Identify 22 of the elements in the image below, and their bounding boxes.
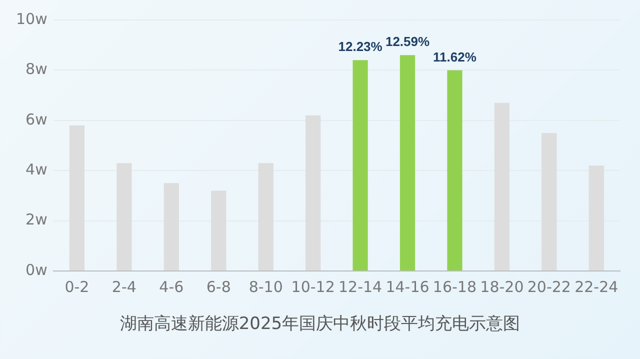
x-tick-label: 6-8 [206,278,231,296]
x-tick-label: 4-6 [159,278,184,296]
text: 湖南高速新能源2025年国庆中秋时段平均充电示意图 [118,313,522,335]
y-tick-label: 4w [26,160,48,178]
x-tick-label: 0-2 [64,278,90,296]
annotation: 12.59% [385,34,430,50]
y-tick-label: 10w [16,10,48,28]
x-tick-label: 10-12 [291,278,335,296]
annotation: 12.23% [338,39,383,54]
x-tick-label: 2-4 [112,278,136,296]
x-tick-label: 22-24 [574,278,618,296]
x-tick-label: 18-20 [480,278,524,296]
x-tick-label: 16-18 [432,278,477,296]
y-tick-label: 0w [26,260,48,279]
y-tick-label: 6w [26,110,48,128]
x-tick-label: 14-16 [386,278,430,296]
x-tick-label: 20-22 [527,278,571,296]
annotation: 11.62% [433,49,477,64]
y-tick-label: 8w [26,60,48,78]
y-tick-label: 2w [26,210,48,229]
x-tick-label: 8-10 [248,278,283,296]
x-tick-label: 12-14 [338,278,382,296]
